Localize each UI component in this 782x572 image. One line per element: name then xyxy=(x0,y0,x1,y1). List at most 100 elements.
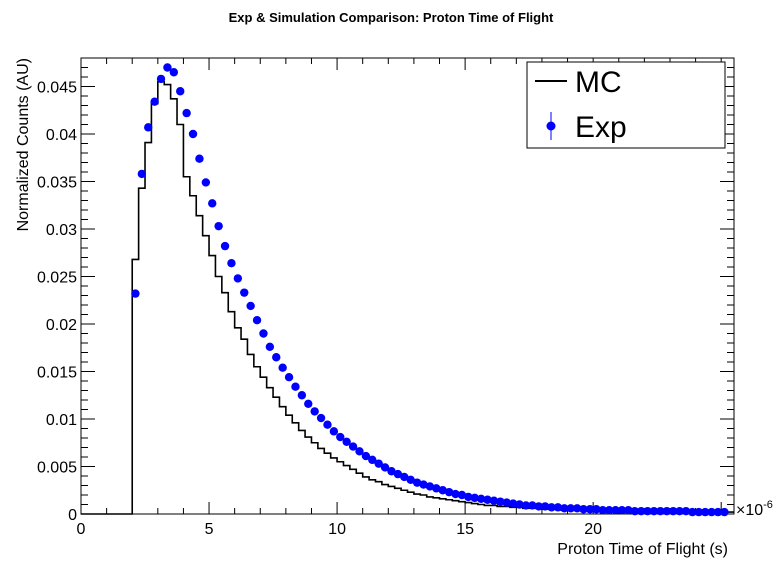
exp-point xyxy=(444,487,454,497)
legend-exp-marker xyxy=(546,121,556,131)
exp-point xyxy=(169,68,179,77)
exp-point xyxy=(233,274,243,283)
exp-point xyxy=(342,437,351,446)
exp-point xyxy=(624,506,633,515)
exp-point xyxy=(406,475,415,484)
y-tick-label: 0.01 xyxy=(46,412,77,429)
exp-point xyxy=(483,495,492,504)
exp-point xyxy=(489,496,499,505)
exp-point xyxy=(361,451,371,461)
exp-point xyxy=(720,507,729,517)
exp-point xyxy=(252,316,262,325)
exp-point xyxy=(694,507,703,517)
exp-point xyxy=(425,482,435,491)
exp-point xyxy=(348,442,358,451)
exp-point xyxy=(656,506,665,516)
exp-point xyxy=(508,499,518,508)
exp-point xyxy=(668,506,678,516)
exp-point xyxy=(316,413,326,423)
exp-point xyxy=(412,478,422,487)
exp-point xyxy=(297,391,307,400)
exp-point xyxy=(156,74,166,84)
exp-point xyxy=(464,492,473,502)
exp-point xyxy=(336,432,345,442)
exp-point xyxy=(208,199,217,208)
exp-point xyxy=(380,463,390,472)
exp-point xyxy=(675,506,684,516)
exp-point xyxy=(240,288,249,297)
exp-point xyxy=(310,407,319,416)
exp-point xyxy=(195,154,204,163)
y-tick-label: 0.035 xyxy=(37,175,77,192)
exp-point xyxy=(137,169,147,179)
exp-point xyxy=(291,382,300,391)
y-tick-label: 0 xyxy=(68,507,77,524)
exp-point xyxy=(259,329,268,338)
exp-point xyxy=(393,469,403,479)
exp-point xyxy=(566,504,575,513)
y-tick-label: 0.005 xyxy=(37,460,77,477)
chart-title: Exp & Simulation Comparison: Proton Time… xyxy=(229,10,554,25)
exp-point xyxy=(649,506,659,516)
exp-point xyxy=(451,489,460,499)
exp-point xyxy=(598,506,607,515)
legend-mc-label: MC xyxy=(575,66,622,99)
exp-point xyxy=(560,504,569,513)
exp-point xyxy=(579,505,588,514)
series-layer xyxy=(81,63,734,517)
exp-point xyxy=(144,123,153,132)
x-tick-label: 10 xyxy=(328,521,346,538)
exp-point xyxy=(278,363,287,372)
exp-point xyxy=(355,447,364,456)
exp-point xyxy=(592,505,601,514)
exp-point xyxy=(707,507,716,517)
exp-point xyxy=(150,97,159,106)
exp-point xyxy=(188,129,198,139)
exp-point xyxy=(547,503,556,512)
x-tick-label: 20 xyxy=(584,521,602,538)
exp-point xyxy=(662,506,671,516)
exp-point xyxy=(617,506,627,515)
exp-point xyxy=(502,498,511,507)
exp-point xyxy=(246,301,255,311)
exp-point xyxy=(432,484,441,493)
exp-point xyxy=(700,507,710,517)
exp-point xyxy=(438,486,447,495)
exp-point xyxy=(572,504,582,513)
exp-point xyxy=(329,427,339,436)
exp-point xyxy=(476,494,486,503)
exp-point xyxy=(713,507,723,517)
y-tick-label: 0.045 xyxy=(37,80,77,97)
exp-point xyxy=(419,480,428,489)
exp-point xyxy=(272,353,281,362)
exp-point xyxy=(176,87,185,96)
exp-point xyxy=(585,505,595,514)
legend: MC Exp xyxy=(526,61,726,149)
tick-marks xyxy=(80,57,734,515)
exp-point xyxy=(521,501,531,510)
x-exponent-label: ×10-6 xyxy=(736,499,773,519)
exp-point xyxy=(374,459,383,468)
exp-point xyxy=(368,455,377,465)
exp-point xyxy=(528,501,537,510)
y-tick-labels: 0 0.005 0.01 0.015 0.02 0.025 0.03 0.035 0.04 0.0… xyxy=(37,80,77,525)
x-tick-label: 0 xyxy=(77,521,86,538)
exp-point xyxy=(636,506,646,516)
x-axis-title: Proton Time of Flight (s) xyxy=(557,541,728,558)
exp-point xyxy=(265,342,275,351)
y-axis-title: Normalized Counts (AU) xyxy=(15,58,32,231)
exp-point xyxy=(681,506,691,516)
x-tick-labels: 0 5 10 15 20 xyxy=(77,521,603,538)
y-tick-label: 0.02 xyxy=(46,317,77,334)
exp-point xyxy=(227,259,236,268)
x-tick-label: 5 xyxy=(205,521,214,538)
y-tick-label: 0.03 xyxy=(46,222,77,239)
exp-point xyxy=(220,241,230,251)
exp-point xyxy=(201,178,211,187)
exp-point xyxy=(611,506,620,515)
y-tick-label: 0.015 xyxy=(37,365,77,382)
exp-point xyxy=(496,497,505,506)
y-tick-label: 0.025 xyxy=(37,270,77,287)
exp-point xyxy=(284,373,294,382)
